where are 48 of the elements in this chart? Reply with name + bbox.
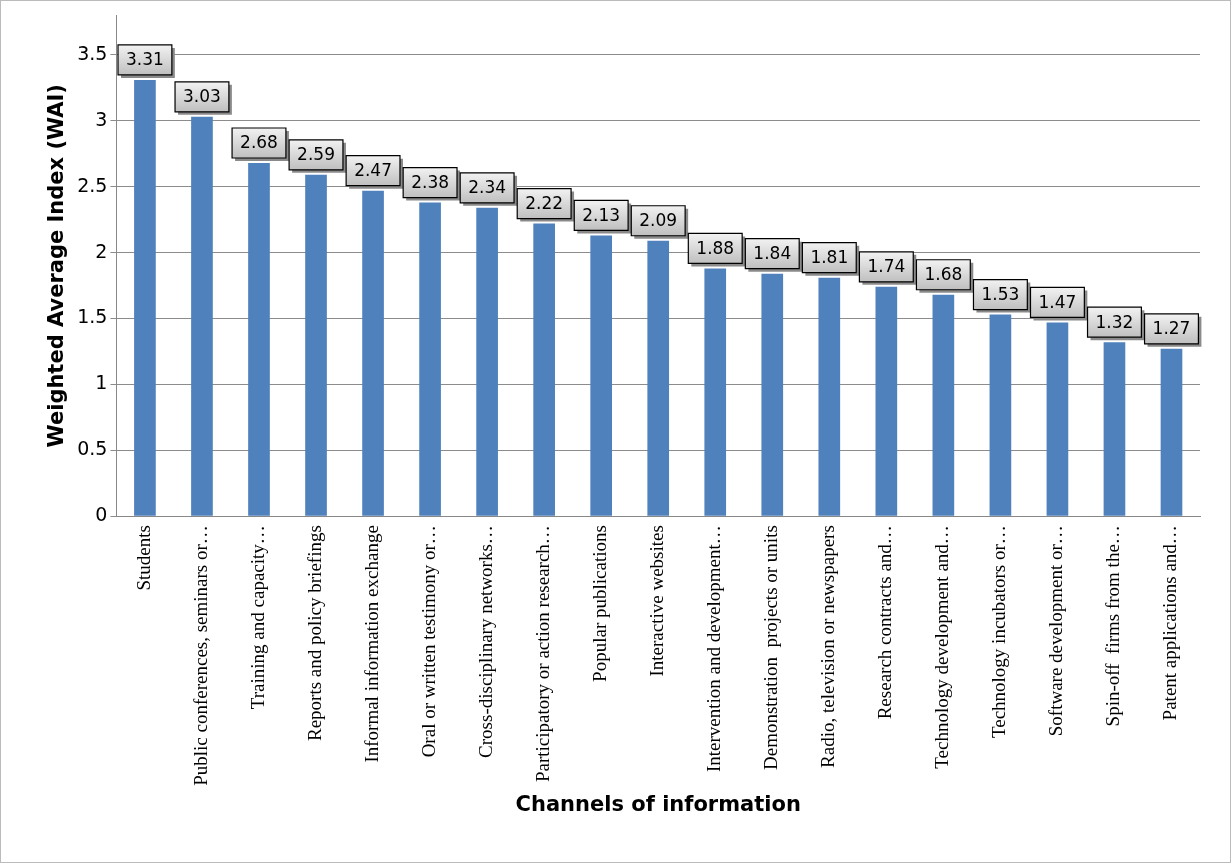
data-label: 2.34 — [468, 177, 507, 198]
x-tick-label: Software development or… — [1045, 525, 1067, 737]
data-label: 1.68 — [924, 264, 963, 285]
data-label: 1.53 — [981, 283, 1020, 304]
data-label: 2.22 — [525, 193, 564, 214]
y-axis-title: Weighted Average Index (WAI) — [44, 84, 69, 448]
x-axis-title: Channels of information — [515, 791, 801, 816]
data-label: 3.03 — [183, 86, 221, 107]
data-label: 2.59 — [297, 144, 335, 165]
x-tick-label: Popular publications — [589, 525, 611, 682]
x-tick-label: Participatory or action research… — [532, 525, 554, 783]
y-tick-label: 1 — [95, 371, 108, 394]
x-tick-label: Technology incubators or… — [988, 525, 1010, 739]
data-label: 1.81 — [810, 247, 849, 268]
x-tick-label: Patent applications and… — [1159, 525, 1181, 721]
x-tick-label: Interactive websites — [646, 525, 668, 677]
x-tick-label: Cross-disciplinary networks… — [475, 525, 497, 758]
x-tick-label: Research contracts and… — [874, 525, 896, 720]
x-tick-label: Radio, television or newspapers — [817, 525, 839, 768]
data-label: 2.09 — [639, 210, 678, 231]
data-label: 1.27 — [1152, 318, 1191, 339]
x-tick-label: Training and capacity… — [246, 525, 268, 710]
data-label: 2.38 — [411, 171, 450, 192]
x-tick-label: Public conferences, seminars or… — [189, 525, 211, 786]
x-tick-label: Technology development and… — [931, 525, 953, 769]
x-tick-label: Informal information exchange — [361, 525, 383, 763]
y-tick-label: 2.5 — [77, 173, 108, 196]
data-label: 2.13 — [582, 204, 621, 225]
data-label: 1.32 — [1095, 311, 1134, 332]
y-tick-label: 1.5 — [77, 305, 108, 328]
data-label: 1.47 — [1038, 291, 1077, 312]
y-tick-label: 0.5 — [77, 437, 108, 460]
y-tick-label: 3 — [95, 107, 108, 130]
x-tick-label: Spin-off firms from the… — [1102, 525, 1124, 727]
x-tick-label: Reports and policy briefings — [304, 525, 326, 741]
y-tick-label: 0 — [95, 503, 108, 526]
x-tick-label: Oral or written testimony or… — [418, 525, 440, 758]
data-label: 1.84 — [753, 243, 792, 264]
x-tick-label: Demonstration projects or units — [760, 525, 782, 771]
y-tick-label: 2 — [95, 239, 108, 262]
data-label: 2.68 — [240, 132, 278, 153]
data-label: 2.47 — [354, 160, 392, 181]
x-tick-label: Intervention and development… — [703, 525, 725, 773]
data-label: 1.88 — [696, 237, 735, 258]
data-label: 3.31 — [126, 49, 164, 70]
y-tick-label: 3.5 — [77, 41, 108, 64]
x-tick-label: Students — [132, 525, 154, 591]
data-label: 1.74 — [867, 256, 906, 277]
